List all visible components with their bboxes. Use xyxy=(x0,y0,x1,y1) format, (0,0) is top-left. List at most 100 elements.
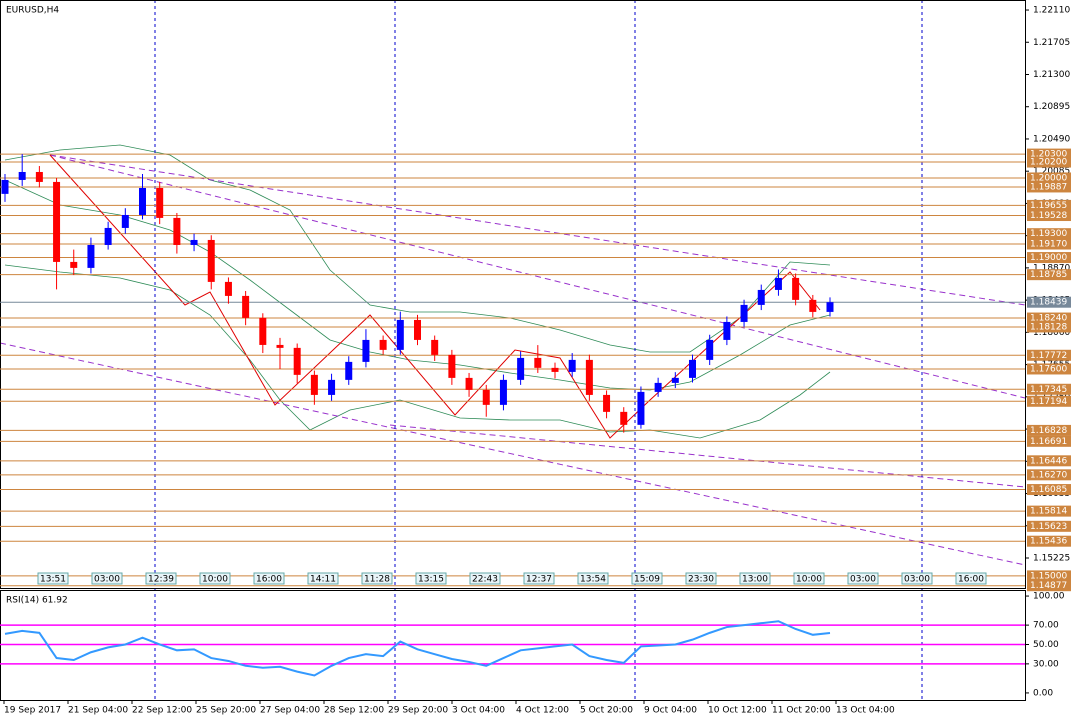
time-tag: 22:43 xyxy=(472,575,498,585)
time-tag-box xyxy=(901,572,933,585)
rsi-y-tick-label: 50.00 xyxy=(1033,640,1059,650)
candle-body xyxy=(379,339,387,350)
time-tag-box xyxy=(145,572,177,585)
candle-body xyxy=(328,379,336,395)
channel-line xyxy=(49,154,1026,306)
time-tag: 12:37 xyxy=(526,575,552,585)
candle-body xyxy=(1,179,9,194)
time-tag: 10:00 xyxy=(796,575,822,585)
candle-body xyxy=(740,304,748,322)
chart-title: EURUSD,H4 xyxy=(6,6,59,16)
y-tick-label: 1.21705 xyxy=(1033,38,1070,48)
x-tick-label: 25 Sep 20:00 xyxy=(196,706,256,716)
time-tag: 23:30 xyxy=(688,575,714,585)
candle-body xyxy=(654,382,662,392)
level-label: 1.17345 xyxy=(1030,385,1067,395)
candle-body xyxy=(345,361,353,380)
candle-body xyxy=(723,321,731,340)
candle-body xyxy=(190,239,198,245)
current-price-box xyxy=(1027,296,1071,308)
candle-body xyxy=(689,359,696,378)
level-label-box xyxy=(1027,210,1071,222)
level-label-box xyxy=(1027,269,1071,281)
time-tag-box xyxy=(253,572,285,585)
time-tag-box xyxy=(361,572,393,585)
candle-body xyxy=(242,295,250,318)
candle-body xyxy=(809,299,817,312)
level-label: 1.18128 xyxy=(1030,322,1067,332)
candle-body xyxy=(224,281,232,296)
level-label: 1.16828 xyxy=(1030,426,1067,436)
candle-body xyxy=(104,227,112,245)
candle-body xyxy=(121,214,129,228)
x-tick-label: 13 Oct 04:00 xyxy=(836,706,895,716)
level-label: 1.17772 xyxy=(1030,351,1067,361)
y-tick-label: 1.20490 xyxy=(1033,134,1070,144)
candle-body xyxy=(774,277,782,290)
rsi-label: RSI(14) 61.92 xyxy=(6,596,68,606)
level-label-box xyxy=(1027,383,1071,395)
candle-body xyxy=(568,359,576,372)
y-tick-label: 1.18060 xyxy=(1033,328,1070,338)
time-tag-box xyxy=(199,572,231,585)
level-label: 1.16085 xyxy=(1030,485,1067,495)
band-middle xyxy=(4,179,831,391)
x-tick-label: 22 Sep 12:00 xyxy=(132,706,192,716)
time-tag-box xyxy=(685,572,717,585)
time-tag: 13:54 xyxy=(580,575,606,585)
level-label: 1.19528 xyxy=(1030,211,1067,221)
candle-body xyxy=(757,289,765,305)
rsi-y-tick-label: 30.00 xyxy=(1033,659,1059,669)
x-tick-label: 19 Sep 2017 xyxy=(4,706,61,716)
time-tag-box xyxy=(955,572,987,585)
level-label-box xyxy=(1027,238,1071,250)
rsi-line xyxy=(4,620,831,677)
y-tick-label: 1.18870 xyxy=(1033,263,1070,273)
level-label: 1.19655 xyxy=(1030,201,1067,211)
candle-body xyxy=(396,319,404,350)
main-panel-border xyxy=(0,0,1026,589)
candle-body xyxy=(362,339,370,362)
rsi-panel-border xyxy=(0,590,1026,701)
level-label: 1.17194 xyxy=(1030,397,1067,407)
candle-body xyxy=(603,394,611,412)
candle-body xyxy=(585,359,593,395)
level-label-box xyxy=(1027,312,1071,324)
x-tick-label: 5 Oct 20:00 xyxy=(580,706,633,716)
level-label-box xyxy=(1027,181,1071,193)
level-label: 1.16691 xyxy=(1030,437,1067,447)
candle-body xyxy=(792,277,800,300)
candle-body xyxy=(35,171,43,182)
level-label-box xyxy=(1027,484,1071,496)
level-label-box xyxy=(1027,321,1071,333)
time-tag: 10:00 xyxy=(202,575,228,585)
candle-body xyxy=(534,357,542,368)
level-label-box xyxy=(1027,349,1071,361)
candle-body xyxy=(637,391,645,425)
time-tag-box xyxy=(739,572,771,585)
level-label: 1.18240 xyxy=(1030,314,1067,324)
y-tick-label: 1.22110 xyxy=(1033,6,1070,16)
time-tag: 16:00 xyxy=(256,575,282,585)
candle-body xyxy=(551,367,559,372)
candle-body xyxy=(431,339,439,355)
time-tag: 13:51 xyxy=(40,575,66,585)
candle-body xyxy=(87,244,95,268)
candle-body xyxy=(259,317,267,345)
level-label: 1.16446 xyxy=(1030,456,1067,466)
candle-body xyxy=(156,187,164,218)
time-tag-box xyxy=(793,572,825,585)
candle-body xyxy=(499,379,507,405)
level-label-box xyxy=(1027,156,1071,168)
time-tag: 13:15 xyxy=(418,575,444,585)
level-label-box xyxy=(1027,520,1071,532)
time-tag: 14:11 xyxy=(310,575,336,585)
level-label-box xyxy=(1027,424,1071,436)
x-tick-label: 3 Oct 04:00 xyxy=(452,706,505,716)
level-label: 1.20300 xyxy=(1030,150,1067,160)
time-tag-box xyxy=(415,572,447,585)
candle-body xyxy=(826,302,834,312)
candle-body xyxy=(310,374,318,395)
x-tick-label: 28 Sep 12:00 xyxy=(324,706,384,716)
